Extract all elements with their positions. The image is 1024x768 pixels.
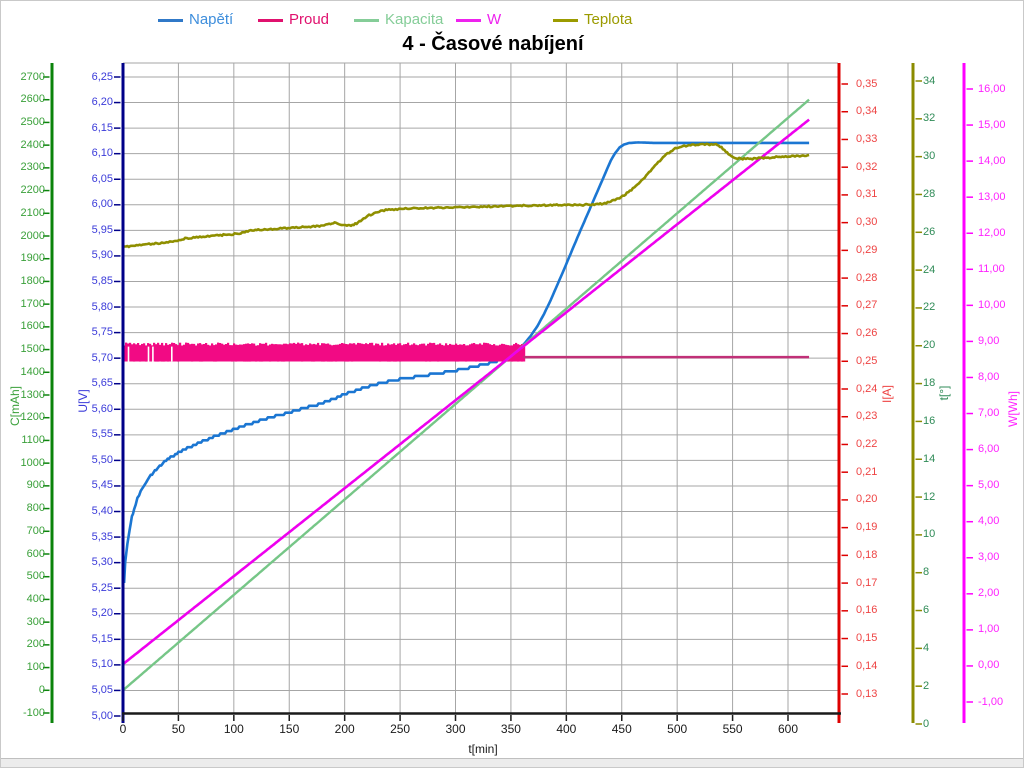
- chart-title: 4 - Časové nabíjení: [402, 33, 584, 55]
- legend-item-kapacita[interactable]: Kapacita: [354, 9, 443, 31]
- legend-item-label: Kapacita: [385, 11, 444, 28]
- legend-item-label: Teplota: [584, 11, 633, 28]
- legend: Napětí Proud Kapacita W Teplota: [1, 9, 1023, 31]
- legend-item-label: Proud: [289, 11, 330, 28]
- legend-line-swatch: [354, 18, 379, 22]
- legend-line-swatch: [158, 18, 183, 22]
- legend-item-proud[interactable]: Proud: [258, 9, 329, 31]
- legend-item-w[interactable]: W: [456, 9, 501, 31]
- legend-item-teplota[interactable]: Teplota: [553, 9, 632, 31]
- legend-line-swatch: [258, 18, 283, 22]
- legend-item-label: Napětí: [189, 11, 234, 28]
- legend-item-label: W: [487, 11, 502, 28]
- window-bottom-edge: [1, 758, 1023, 767]
- legend-item-napětí[interactable]: Napětí: [158, 9, 233, 31]
- legend-line-swatch: [553, 18, 578, 22]
- legend-line-swatch: [456, 18, 481, 22]
